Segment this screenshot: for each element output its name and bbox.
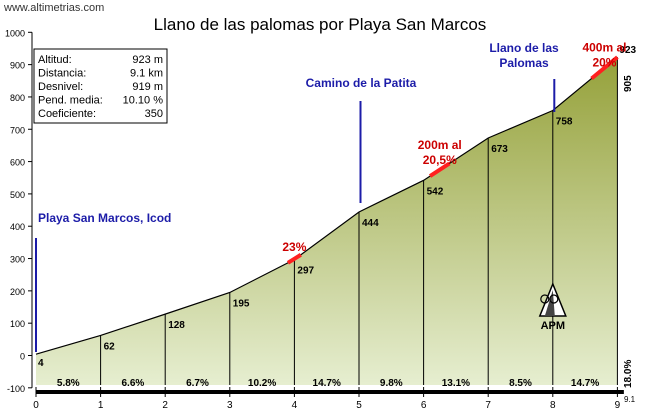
- x-tick-label: 0: [33, 400, 39, 411]
- segment-gradient: 6.7%: [186, 378, 209, 389]
- info-label: Altitud:: [38, 54, 72, 66]
- km-gridlines: [100, 57, 618, 385]
- bicycle-wheel-icon: [549, 294, 559, 304]
- x-axis: 0 1 2 3 4 5 6 7 8 99.1: [33, 387, 636, 411]
- segment-gradient: 13.1%: [442, 378, 470, 389]
- y-tick-label: 500: [10, 190, 25, 200]
- steep-segment: [590, 55, 619, 81]
- segment-gradient: 9.8%: [380, 378, 403, 389]
- x-tick-label: 2: [162, 400, 168, 411]
- place-label: Palomas: [499, 56, 549, 70]
- segment-gradient: 6.6%: [122, 378, 145, 389]
- steep-label: 20%: [592, 56, 616, 70]
- y-tick-label: 600: [10, 158, 25, 168]
- info-value: 919 m: [132, 81, 163, 93]
- mountain-shadow-icon: [544, 290, 555, 316]
- x-tick-label: 3: [227, 400, 233, 411]
- place-label: Llano de las: [489, 41, 559, 55]
- segment-gradient: 14.7%: [571, 378, 599, 389]
- y-tick-label: 300: [10, 255, 25, 265]
- x-tick-label: 4: [292, 400, 298, 411]
- apm-label: APM: [541, 320, 565, 332]
- info-label: Pend. media:: [38, 95, 103, 107]
- x-tick-label: 6: [421, 400, 427, 411]
- altitude-label: 673: [491, 144, 508, 155]
- altitude-labels: 4 62 128 195 297 444 542 673 758 923: [38, 45, 637, 369]
- info-label: Distancia:: [38, 68, 86, 80]
- steep-label: 23%: [282, 240, 306, 254]
- site-watermark: www.altimetrias.com: [3, 2, 104, 14]
- info-box: Altitud: 923 m Distancia: 9.1 km Desnivel: 91…: [33, 48, 168, 124]
- y-axis: -100 0 100 200 300 400 500 600 700 800 900 1000: [5, 28, 33, 394]
- steep-label: 400m al: [582, 41, 626, 55]
- y-tick-label: 900: [10, 61, 25, 71]
- y-tick-label: 800: [10, 93, 25, 103]
- segment-gradient: 14.7%: [313, 378, 341, 389]
- info-label: Desnivel:: [38, 81, 83, 93]
- info-label: Coeficiente:: [38, 108, 96, 120]
- altitude-label: 4: [38, 358, 44, 369]
- y-tick-label: -100: [7, 384, 25, 394]
- place-label: Camino de la Patita: [306, 76, 417, 90]
- altitude-label: 923: [619, 45, 636, 56]
- altitude-label: 62: [104, 341, 116, 352]
- x-tick-label: 8: [550, 400, 556, 411]
- steep-segment: [428, 161, 451, 178]
- info-value: 350: [145, 108, 163, 120]
- profile-line: [35, 56, 618, 355]
- segment-gradient: 10.2%: [248, 378, 276, 389]
- x-tick-label: 5: [356, 400, 362, 411]
- steep-label: 20,5%: [423, 153, 457, 167]
- steep-label: 200m al: [418, 138, 462, 152]
- altitude-label: 542: [427, 186, 444, 197]
- bicycle-icon: [540, 294, 550, 304]
- x-axis-bar: [36, 390, 624, 394]
- steep-segment: [286, 253, 302, 265]
- y-tick-label: 0: [20, 352, 25, 362]
- area-fill: [36, 57, 618, 385]
- y-tick-label: 700: [10, 125, 25, 135]
- place-markers: Playa San Marcos, Icod Camino de la Patit…: [35, 41, 559, 352]
- altitude-label: 444: [362, 218, 379, 229]
- apm-badge: APM: [538, 282, 567, 332]
- segment-gradient: 8.5%: [509, 378, 532, 389]
- altitude-label: 297: [297, 266, 314, 277]
- x-tick-label: 1: [98, 400, 104, 411]
- x-tick-label: 7: [485, 400, 491, 411]
- y-tick-label: 1000: [5, 28, 25, 38]
- altitude-label: 758: [556, 117, 573, 128]
- x-tick-label: 9: [615, 400, 621, 411]
- altitude-label: 128: [168, 320, 185, 331]
- profile-area: [35, 56, 618, 385]
- altitude-label: 195: [233, 298, 250, 309]
- info-value: 923 m: [132, 54, 163, 66]
- segment-gradient-labels: 5.8% 6.6% 6.7% 10.2% 14.7% 9.8% 13.1% 8.5% 14.7%: [57, 378, 599, 389]
- info-value: 10.10 %: [123, 95, 164, 107]
- info-value: 9.1 km: [130, 68, 163, 80]
- right-side-label-bottom: 18.0%: [623, 360, 634, 388]
- y-tick-label: 200: [10, 287, 25, 297]
- y-tick-label: 100: [10, 319, 25, 329]
- right-side-label-top: 905: [623, 75, 634, 92]
- info-box-frame: [33, 48, 168, 124]
- segment-gradient: 5.8%: [57, 378, 80, 389]
- place-label: Playa San Marcos, Icod: [38, 211, 171, 225]
- chart-title: Llano de las palomas por Playa San Marco…: [154, 15, 487, 34]
- y-tick-label: 400: [10, 222, 25, 232]
- x-end-label: 9.1: [624, 395, 636, 404]
